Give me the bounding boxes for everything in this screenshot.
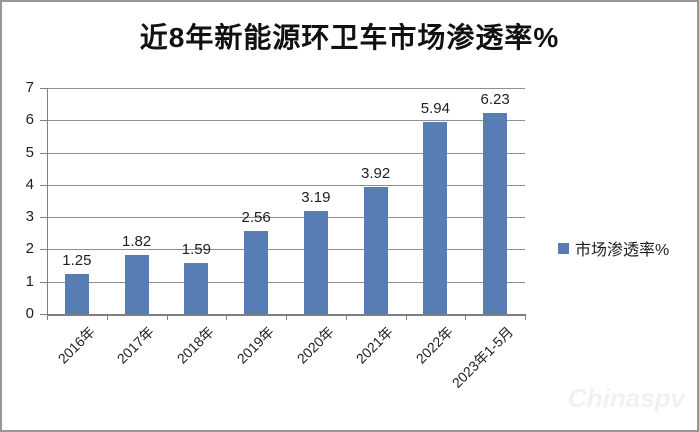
bar-value-label: 1.82 bbox=[122, 233, 152, 251]
gridline bbox=[47, 120, 525, 122]
bar-value-label: 1.59 bbox=[181, 240, 211, 258]
legend-label: 市场渗透率% bbox=[575, 242, 670, 259]
bar-value-label: 2.56 bbox=[241, 209, 271, 227]
x-axis-label: 2020年 bbox=[293, 323, 337, 367]
chart-title: 近8年新能源环卫车市场渗透率% bbox=[139, 22, 560, 53]
gridline bbox=[47, 184, 525, 186]
bar-value-label: 6.23 bbox=[480, 90, 510, 108]
x-axis-label: 2021年 bbox=[353, 323, 397, 367]
x-axis-tick bbox=[226, 314, 228, 320]
bar-value-label: 3.19 bbox=[301, 189, 331, 206]
bar-value-label: 5.94 bbox=[420, 100, 450, 118]
y-axis-tick bbox=[40, 249, 47, 251]
x-axis-tick bbox=[525, 314, 526, 320]
x-axis-tick bbox=[465, 314, 467, 320]
y-axis-label: 3 bbox=[25, 208, 34, 226]
y-axis-tick bbox=[40, 120, 47, 122]
x-axis-label: 2018年 bbox=[173, 323, 218, 367]
y-axis-label: 5 bbox=[25, 143, 34, 161]
y-axis-tick bbox=[40, 217, 47, 219]
x-axis-tick bbox=[47, 314, 48, 320]
x-axis-label: 2019年 bbox=[233, 323, 277, 367]
y-axis-label: 4 bbox=[25, 175, 34, 193]
x-axis-tick bbox=[106, 314, 108, 320]
y-axis-tick bbox=[40, 152, 47, 154]
y-axis bbox=[47, 88, 48, 314]
bar bbox=[423, 122, 448, 314]
bar bbox=[124, 255, 149, 314]
x-axis-label: 2016年 bbox=[54, 323, 98, 367]
y-axis-label: 1 bbox=[25, 272, 34, 290]
bar-value-label: 3.92 bbox=[361, 165, 391, 183]
x-axis-tick bbox=[286, 314, 287, 320]
y-axis-tick bbox=[40, 88, 47, 89]
gridline bbox=[47, 152, 525, 154]
y-axis-tick bbox=[40, 314, 47, 315]
y-axis-tick bbox=[40, 281, 47, 283]
x-axis-label: 2022年 bbox=[412, 323, 457, 367]
x-axis-tick bbox=[166, 314, 168, 320]
bar bbox=[64, 273, 89, 314]
y-axis-label: 0 bbox=[25, 305, 34, 322]
y-axis-label: 7 bbox=[25, 79, 34, 96]
y-axis-label: 2 bbox=[25, 240, 34, 258]
x-axis-tick bbox=[345, 314, 347, 320]
bar bbox=[483, 112, 508, 314]
legend: 市场渗透率% bbox=[558, 236, 669, 260]
x-axis-tick bbox=[405, 314, 407, 320]
x-axis-label: 2023年1-5月 bbox=[448, 323, 516, 391]
gridline bbox=[47, 88, 525, 89]
gridline bbox=[47, 217, 525, 219]
bar bbox=[303, 211, 328, 314]
y-axis-label: 6 bbox=[25, 111, 34, 129]
gridline bbox=[47, 249, 525, 251]
bar bbox=[244, 231, 269, 314]
bar bbox=[184, 262, 209, 314]
bar-value-label: 1.25 bbox=[62, 251, 92, 269]
x-axis-label: 2017年 bbox=[114, 323, 158, 367]
y-axis-tick bbox=[40, 184, 47, 186]
bar bbox=[363, 187, 388, 314]
legend-swatch-icon bbox=[558, 242, 569, 254]
gridline bbox=[47, 281, 525, 283]
